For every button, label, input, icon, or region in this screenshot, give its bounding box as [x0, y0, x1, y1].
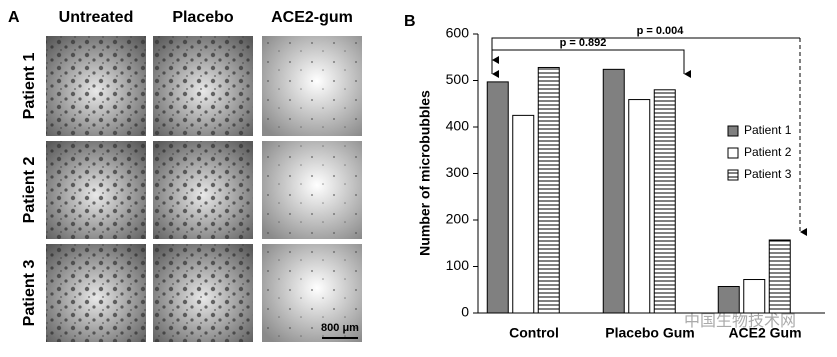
- column-header: Untreated: [59, 9, 134, 26]
- legend-label: Patient 2: [744, 145, 792, 159]
- legend-label: Patient 1: [744, 123, 792, 137]
- row-header: Patient 1: [21, 53, 38, 120]
- bracket: [491, 37, 800, 64]
- bar: [768, 239, 791, 314]
- y-tick-label: 600: [446, 25, 470, 41]
- y-tick-label: 300: [446, 164, 470, 180]
- x-tick-label: ACE2 Gum: [728, 325, 801, 341]
- y-tick-label: 0: [461, 304, 469, 320]
- bar: [486, 81, 509, 314]
- watermark: 中国生物技术网: [684, 312, 796, 330]
- bracket: [491, 49, 691, 78]
- x-tick-label: Control: [509, 325, 559, 341]
- y-tick-label: 400: [446, 118, 470, 134]
- y-tick-label: 200: [446, 211, 470, 227]
- panel-label: A: [8, 9, 20, 26]
- y-tick-label: 100: [446, 257, 470, 273]
- panel-label: B: [404, 13, 416, 30]
- bar: [512, 114, 535, 314]
- legend-swatch: [727, 147, 739, 159]
- bar: [653, 89, 676, 314]
- column-header: ACE2-gum: [271, 9, 353, 26]
- y-axis-label: Number of microbubbles: [417, 90, 433, 256]
- x-tick-label: Placebo Gum: [605, 325, 694, 341]
- legend-swatch: [727, 169, 739, 181]
- legend-swatch: [727, 125, 739, 137]
- row-header: Patient 2: [21, 157, 38, 224]
- scale-bar-label: 800 μm: [321, 322, 359, 334]
- bar: [743, 279, 766, 314]
- row-header: Patient 3: [21, 260, 38, 327]
- micrographs: [46, 36, 362, 342]
- bar: [628, 99, 651, 314]
- y-tick-label: 500: [446, 71, 470, 87]
- annotation: p = 0.892: [560, 37, 607, 49]
- bar: [717, 285, 740, 314]
- bar: [537, 66, 560, 314]
- legend-label: Patient 3: [744, 167, 792, 181]
- annotation: p = 0.004: [637, 25, 685, 37]
- bar: [602, 68, 625, 314]
- column-header: Placebo: [172, 9, 234, 26]
